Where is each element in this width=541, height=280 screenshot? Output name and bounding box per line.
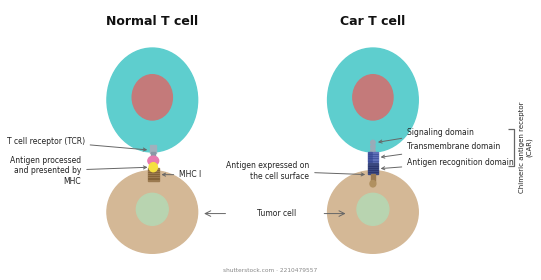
Text: Transmembrane domain: Transmembrane domain [381,143,500,158]
Ellipse shape [136,193,168,225]
Circle shape [370,181,376,187]
Text: MHC I: MHC I [162,170,201,179]
Bar [368,152,372,162]
Text: Antigen expressed on
the cell surface: Antigen expressed on the cell surface [226,161,364,181]
Circle shape [371,148,375,153]
Text: Antigen recognition domain: Antigen recognition domain [381,158,514,170]
Bar [371,174,375,182]
Circle shape [149,163,157,172]
Circle shape [371,160,375,165]
Ellipse shape [327,48,418,152]
Bar [151,152,155,156]
Text: Chimeric antigen receptor
(CAR): Chimeric antigen receptor (CAR) [518,102,532,193]
Ellipse shape [353,75,393,120]
Ellipse shape [132,75,173,120]
Ellipse shape [148,156,159,165]
Text: Car T cell: Car T cell [340,15,406,28]
Text: shutterstock.com · 2210479557: shutterstock.com · 2210479557 [223,268,317,273]
Ellipse shape [327,171,418,253]
Ellipse shape [107,171,197,253]
Ellipse shape [107,48,197,152]
Circle shape [371,152,375,157]
Text: Tumor cell: Tumor cell [256,209,296,218]
Text: Antigen processed
and presented by
MHC: Antigen processed and presented by MHC [10,156,147,186]
Bar [150,145,156,153]
Text: Signaling domain: Signaling domain [379,127,474,143]
Ellipse shape [357,193,389,225]
Circle shape [371,140,375,145]
Circle shape [371,144,375,149]
Text: T cell receptor (TCR): T cell receptor (TCR) [6,137,146,151]
Circle shape [371,156,375,161]
Bar [373,152,378,162]
Bar [368,164,378,174]
Bar [148,168,159,181]
Text: Normal T cell: Normal T cell [106,15,199,28]
